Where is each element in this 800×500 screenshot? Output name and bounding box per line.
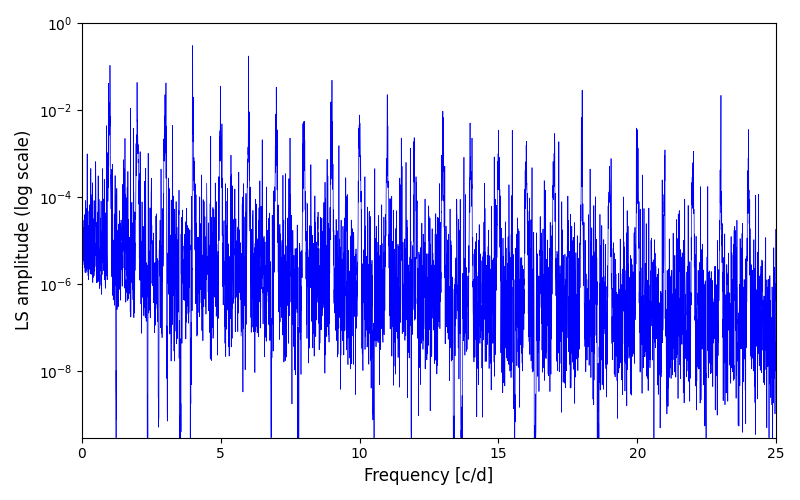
Y-axis label: LS amplitude (log scale): LS amplitude (log scale) — [15, 130, 33, 330]
X-axis label: Frequency [c/d]: Frequency [c/d] — [364, 467, 494, 485]
